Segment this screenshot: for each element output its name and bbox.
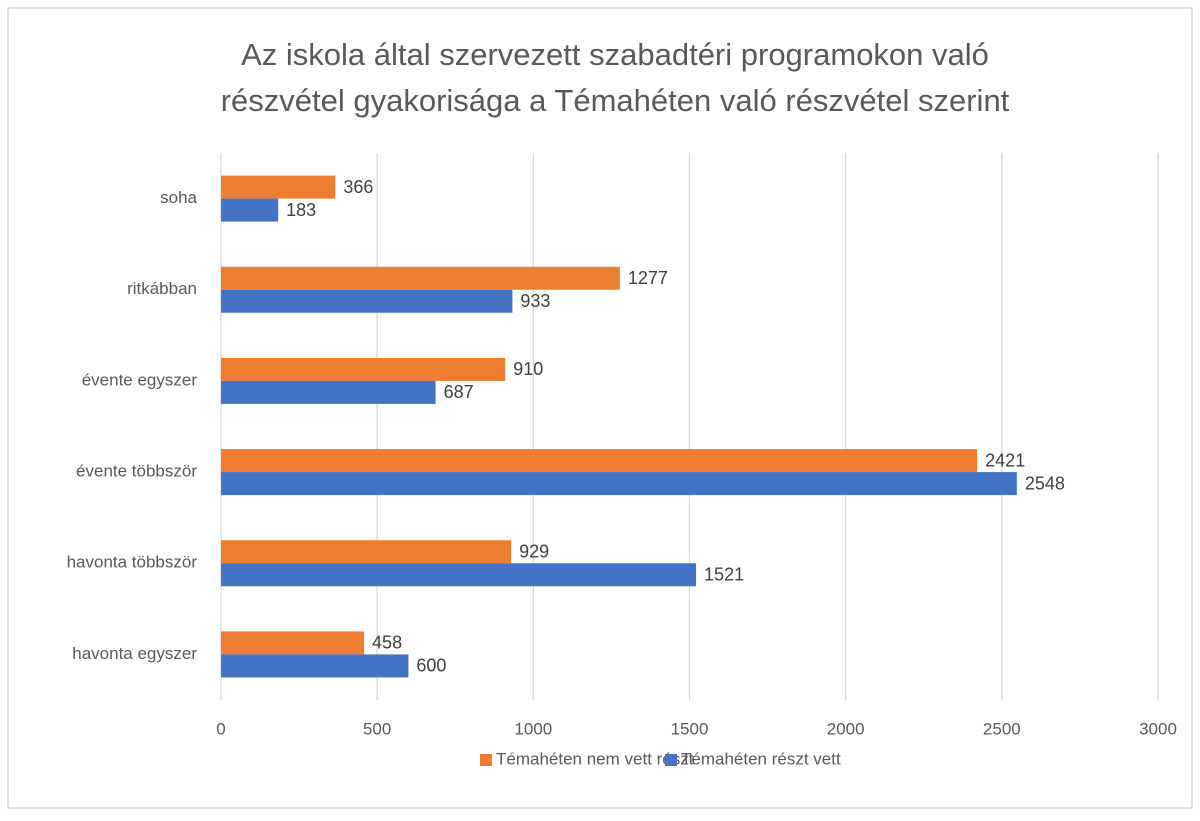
- legend-swatch: [480, 754, 492, 766]
- data-label: 366: [343, 177, 373, 197]
- data-label: 933: [520, 291, 550, 311]
- x-tick-label: 0: [216, 719, 225, 738]
- bar: [221, 449, 978, 473]
- chart-border: [7, 7, 1193, 809]
- data-label: 1521: [704, 565, 744, 585]
- bar: [221, 540, 512, 564]
- data-label: 600: [416, 656, 446, 676]
- chart-title: részvétel gyakorisága a Témahéten való r…: [221, 83, 1010, 118]
- data-label: 458: [372, 633, 402, 653]
- x-tick-label: 3000: [1139, 719, 1177, 738]
- x-tick-label: 1000: [514, 719, 552, 738]
- x-tick-label: 1500: [671, 719, 709, 738]
- y-tick-label: évente többször: [76, 462, 197, 481]
- bar: [221, 289, 513, 313]
- data-label: 2548: [1025, 473, 1065, 493]
- bar: [221, 380, 436, 404]
- data-label: 183: [286, 200, 316, 220]
- bar: [221, 654, 409, 678]
- bar: [221, 198, 279, 222]
- y-tick-label: soha: [160, 188, 197, 207]
- bar: [221, 472, 1017, 496]
- y-tick-label: havonta egyszer: [72, 644, 197, 663]
- y-tick-label: ritkábban: [127, 279, 197, 298]
- data-label: 929: [519, 542, 549, 562]
- data-label: 687: [444, 382, 474, 402]
- data-label: 910: [513, 359, 543, 379]
- x-tick-label: 2500: [983, 719, 1021, 738]
- data-label: 1277: [628, 268, 668, 288]
- y-tick-label: évente egyszer: [82, 370, 198, 389]
- x-tick-label: 500: [363, 719, 391, 738]
- y-tick-label: havonta többször: [67, 553, 198, 572]
- bar: [221, 357, 506, 381]
- legend-label: Témahéten részt vett: [681, 749, 841, 768]
- bar: [221, 563, 697, 587]
- data-label: 2421: [985, 450, 1025, 470]
- legend-swatch: [665, 754, 677, 766]
- bar: [221, 266, 620, 290]
- x-tick-label: 2000: [827, 719, 865, 738]
- legend-label: Témahéten nem vett részt: [496, 749, 694, 768]
- bar: [221, 631, 365, 655]
- bar: [221, 175, 336, 199]
- chart-title: Az iskola által szervezett szabadtéri pr…: [241, 37, 989, 72]
